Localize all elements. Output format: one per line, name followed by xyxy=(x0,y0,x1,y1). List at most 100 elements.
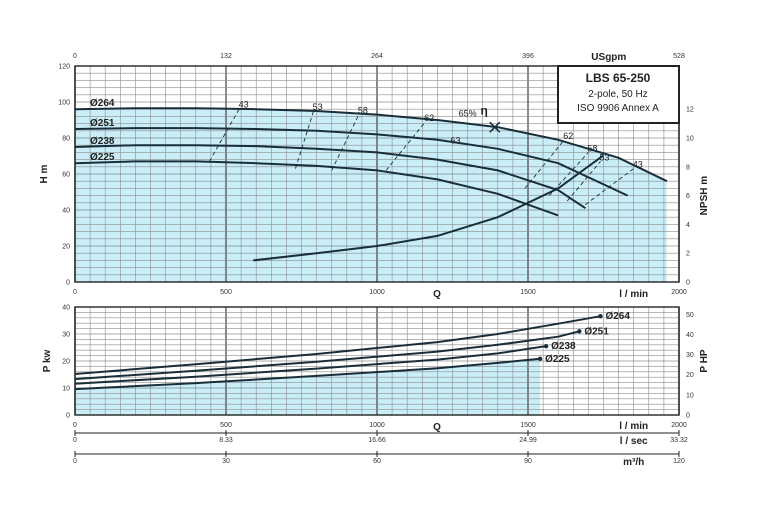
power-hp-tick-label: 0 xyxy=(686,413,690,420)
efficiency-label: 58 xyxy=(358,106,368,116)
efficiency-line xyxy=(331,114,360,171)
head-curve-label: Ø251 xyxy=(90,118,115,129)
head-y-axis-label: H m xyxy=(39,164,50,183)
power-curve-end-dot xyxy=(537,356,543,362)
head-curve-label: Ø225 xyxy=(90,152,115,163)
head-curve-2 xyxy=(74,144,586,210)
power-hp-tick-label: 30 xyxy=(686,352,694,359)
head-curve-3 xyxy=(74,160,559,217)
power-hp-tick-label: 50 xyxy=(686,312,694,319)
head-y-tick-label: 120 xyxy=(58,64,70,71)
efficiency-line xyxy=(208,108,240,162)
power-curve-0 xyxy=(74,315,601,375)
x-axis-tick-label: 1500 xyxy=(520,422,536,429)
head-plot-frame xyxy=(74,65,680,283)
head-curve-1 xyxy=(74,127,629,197)
power-y-tick-label: 20 xyxy=(62,359,70,366)
power-y-tick-label: 10 xyxy=(62,386,70,393)
power-curve-2 xyxy=(74,345,547,385)
efficiency-label: 63 xyxy=(451,135,461,145)
efficiency-label: 65% xyxy=(459,108,477,118)
power-curve-end-dot xyxy=(543,343,549,349)
npsh-tick-label: 4 xyxy=(686,222,690,229)
head-curve-0 xyxy=(74,107,668,183)
efficiency-label: 58 xyxy=(587,143,597,153)
x-axis-tick-label: 90 xyxy=(524,458,532,465)
chart-subtitle: 2-pole, 50 Hz xyxy=(588,89,647,100)
power-curve-label: Ø225 xyxy=(545,354,570,365)
efficiency-line xyxy=(295,110,315,169)
power-y-tick-label: 40 xyxy=(62,305,70,312)
x-axis-tick-label: 16.66 xyxy=(368,437,386,444)
x-axis-tick-label: 30 xyxy=(222,458,230,465)
efficiency-line xyxy=(566,161,601,202)
power-y-axis-label: P kw xyxy=(42,349,53,372)
x-axis-tick-label: 0 xyxy=(73,422,77,429)
npsh-tick-label: 12 xyxy=(686,107,694,114)
head-y-tick-label: 100 xyxy=(58,100,70,107)
head-y-tick-label: 0 xyxy=(66,280,70,287)
head-x-tick-label: 2000 xyxy=(671,289,687,296)
power-curve-end-dot xyxy=(598,313,603,319)
power-curve-end-dot xyxy=(577,329,582,334)
efficiency-label: 53 xyxy=(313,102,323,112)
chart-title: LBS 65-250 xyxy=(586,71,651,85)
power-curve-label: Ø264 xyxy=(605,311,630,322)
x-axis-tick-label: 60 xyxy=(373,458,381,465)
top-axis-tick-label: 132 xyxy=(220,53,232,60)
efficiency-line xyxy=(524,139,565,189)
efficiency-label: 62 xyxy=(563,131,573,141)
power-hp-tick-label: 20 xyxy=(686,372,694,379)
head-x-tick-label: 500 xyxy=(220,289,232,296)
top-axis-tick-label: 0 xyxy=(73,53,77,60)
efficiency-label: 62 xyxy=(424,113,434,123)
power-hp-axis-label: P HP xyxy=(699,349,710,372)
npsh-tick-label: 2 xyxy=(686,251,690,258)
x-axis-tick-label: 500 xyxy=(220,422,232,429)
head-x-tick-label: 0 xyxy=(73,289,77,296)
x-axis-tick-label: 8.33 xyxy=(219,437,233,444)
npsh-curve xyxy=(253,154,605,262)
power-plot-frame xyxy=(74,306,680,416)
efficiency-label: 53 xyxy=(599,152,609,162)
power-curve-1 xyxy=(74,330,580,381)
npsh-axis-label: NPSH m xyxy=(699,176,710,216)
x-axis-tick-label: 0 xyxy=(73,458,77,465)
title-box xyxy=(557,65,680,124)
x-axis-tick-label: 1000 xyxy=(369,422,385,429)
x-axis-unit-label: m³/h xyxy=(623,457,644,468)
x-axis-tick-label: 24.99 xyxy=(519,437,537,444)
head-y-tick-label: 80 xyxy=(62,136,70,143)
top-axis-tick-label: 528 xyxy=(673,53,685,60)
head-y-tick-label: 20 xyxy=(62,244,70,251)
head-x-tick-label: 1000 xyxy=(369,289,385,296)
power-curve-3 xyxy=(74,357,541,391)
power-curve-label: Ø238 xyxy=(551,341,576,352)
top-axis-label: USgpm xyxy=(591,52,626,63)
power-hp-tick-label: 10 xyxy=(686,392,694,399)
head-curve-label: Ø264 xyxy=(90,98,115,109)
head-x-axis-label: Q xyxy=(433,289,441,300)
chart-subtitle: ISO 9906 Annex A xyxy=(577,103,659,114)
npsh-tick-label: 10 xyxy=(686,136,694,143)
x-axis-unit-label: l / sec xyxy=(620,436,648,447)
head-x-unit-label: l / min xyxy=(619,289,648,300)
x-axis-unit-label: l / min xyxy=(619,421,648,432)
top-axis-tick-label: 264 xyxy=(371,53,383,60)
npsh-tick-label: 6 xyxy=(686,193,690,200)
efficiency-line xyxy=(385,121,426,171)
power-curve-label: Ø251 xyxy=(584,326,609,337)
x-axis-tick-label: 2000 xyxy=(671,422,687,429)
x-axis-tick-label: 0 xyxy=(73,437,77,444)
head-x-tick-label: 1500 xyxy=(520,289,536,296)
efficiency-label: 43 xyxy=(239,99,249,109)
power-y-tick-label: 30 xyxy=(62,332,70,339)
power-hp-tick-label: 40 xyxy=(686,332,694,339)
x-axis-tick-label: 33.32 xyxy=(670,437,688,444)
top-axis-tick-label: 396 xyxy=(522,53,534,60)
power-operating-area xyxy=(75,358,541,415)
head-curve-label: Ø238 xyxy=(90,136,115,147)
power-y-tick-label: 0 xyxy=(66,413,70,420)
power-x-axis-label: Q xyxy=(433,422,441,433)
